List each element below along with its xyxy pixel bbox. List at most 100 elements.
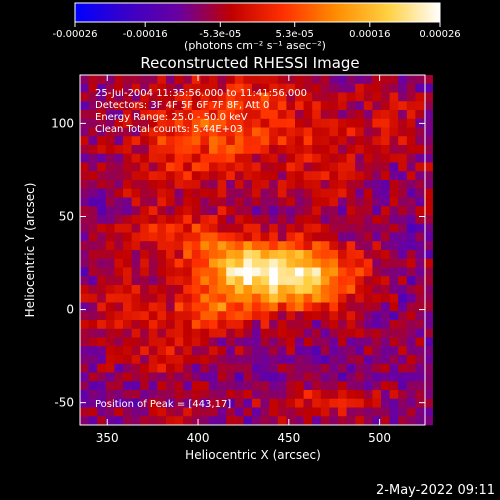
- heatmap-cell: [363, 136, 373, 146]
- heatmap-cell: [88, 75, 98, 85]
- heatmap-cell: [406, 311, 416, 321]
- heatmap-cell: [191, 92, 201, 102]
- heatmap-cell: [363, 407, 373, 417]
- heatmap-cell: [243, 372, 253, 382]
- heatmap-cell: [295, 267, 304, 277]
- heatmap-cell: [389, 346, 399, 356]
- heatmap-cell: [183, 416, 193, 426]
- heatmap-cell: [131, 101, 141, 111]
- heatmap-cell: [269, 372, 279, 382]
- heatmap-cell: [286, 188, 296, 198]
- heatmap-cell: [174, 363, 184, 373]
- heatmap-cell: [209, 328, 218, 338]
- heatmap-cell: [286, 337, 296, 347]
- heatmap-cell: [166, 363, 175, 373]
- heatmap-cell: [260, 188, 270, 198]
- heatmap-cell: [88, 381, 98, 391]
- heatmap-cell: [174, 311, 184, 321]
- heatmap-cell: [157, 363, 167, 373]
- heatmap-cell: [174, 188, 184, 198]
- heatmap-cell: [80, 136, 89, 146]
- heatmap-cell: [97, 223, 107, 233]
- heatmap-cell: [338, 416, 347, 426]
- heatmap-cell: [166, 372, 175, 382]
- heatmap-cell: [346, 241, 356, 251]
- heatmap-cell: [105, 381, 115, 391]
- heatmap-cell: [183, 311, 193, 321]
- heatmap-cell: [329, 206, 339, 216]
- info-line-time: 25-Jul-2004 11:35:56.000 to 11:41:56.000: [95, 88, 307, 99]
- heatmap-cell: [217, 92, 227, 102]
- heatmap-cell: [88, 188, 98, 198]
- heatmap-cell: [217, 346, 227, 356]
- heatmap-cell: [355, 83, 365, 93]
- heatmap-cell: [424, 328, 433, 338]
- heatmap-cell: [80, 197, 89, 207]
- heatmap-cell: [174, 407, 184, 417]
- heatmap-cell: [252, 162, 261, 172]
- heatmap-cell: [105, 92, 115, 102]
- heatmap-cell: [252, 92, 261, 102]
- heatmap-cell: [131, 92, 141, 102]
- heatmap-cell: [329, 241, 339, 251]
- heatmap-cell: [80, 407, 89, 417]
- heatmap-cell: [295, 223, 304, 233]
- heatmap-cell: [80, 320, 89, 330]
- heatmap-cell: [286, 285, 296, 295]
- heatmap-cell: [415, 276, 425, 286]
- heatmap-cell: [277, 162, 287, 172]
- heatmap-cell: [424, 153, 433, 163]
- heatmap-cell: [166, 136, 175, 146]
- heatmap-cell: [260, 171, 270, 181]
- heatmap-cell: [381, 75, 390, 85]
- heatmap-cell: [157, 136, 167, 146]
- heatmap-cell: [252, 223, 261, 233]
- heatmap-cell: [252, 390, 261, 400]
- heatmap-cell: [277, 355, 287, 365]
- heatmap-cell: [209, 180, 218, 190]
- heatmap-cell: [372, 145, 382, 155]
- heatmap-cell: [252, 171, 261, 181]
- heatmap-cell: [97, 153, 107, 163]
- heatmap-cell: [338, 206, 347, 216]
- heatmap-cell: [191, 398, 201, 408]
- heatmap-cell: [363, 92, 373, 102]
- heatmap-cell: [424, 232, 433, 242]
- heatmap-cell: [131, 398, 141, 408]
- heatmap-cell: [372, 302, 382, 312]
- heatmap-cell: [355, 250, 365, 260]
- heatmap-cell: [131, 337, 141, 347]
- heatmap-cell: [303, 171, 313, 181]
- heatmap-cell: [166, 162, 175, 172]
- heatmap-cell: [329, 407, 339, 417]
- heatmap-cell: [320, 232, 330, 242]
- heatmap-cell: [269, 381, 279, 391]
- heatmap-cell: [140, 390, 150, 400]
- x-axis-label: Heliocentric X (arcsec): [185, 448, 321, 462]
- heatmap-cell: [105, 83, 115, 93]
- heatmap-cell: [234, 390, 244, 400]
- heatmap-cell: [295, 372, 304, 382]
- heatmap-cell: [226, 110, 236, 120]
- heatmap-cell: [398, 92, 408, 102]
- heatmap-cell: [355, 302, 365, 312]
- heatmap-cell: [123, 223, 132, 233]
- heatmap-cell: [338, 293, 347, 303]
- heatmap-cell: [355, 381, 365, 391]
- heatmap-cell: [320, 276, 330, 286]
- heatmap-cell: [243, 188, 253, 198]
- heatmap-cell: [381, 145, 390, 155]
- heatmap-cell: [329, 197, 339, 207]
- heatmap-cell: [166, 285, 175, 295]
- heatmap-cell: [346, 372, 356, 382]
- heatmap-cell: [166, 145, 175, 155]
- heatmap-cell: [88, 145, 98, 155]
- heatmap-cell: [415, 101, 425, 111]
- heatmap-cell: [183, 407, 193, 417]
- heatmap-cell: [123, 241, 132, 251]
- heatmap-cell: [372, 127, 382, 137]
- heatmap-cell: [123, 83, 132, 93]
- heatmap-cell: [277, 285, 287, 295]
- heatmap-cell: [372, 232, 382, 242]
- heatmap-cell: [389, 232, 399, 242]
